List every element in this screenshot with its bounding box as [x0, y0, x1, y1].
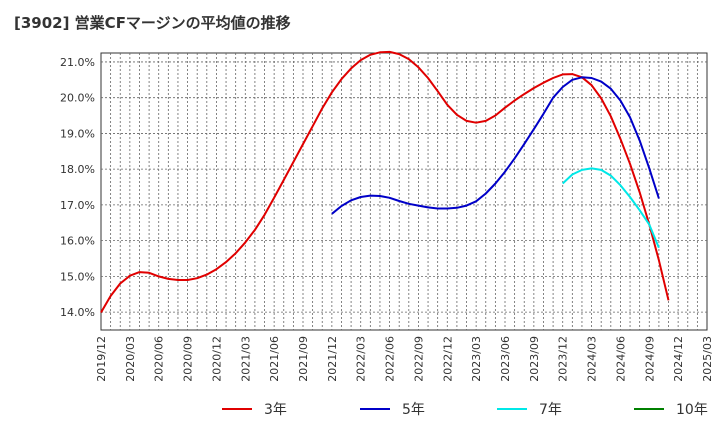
legend-label: 7年	[539, 402, 562, 418]
x-tick-label: 2020/12	[210, 336, 223, 382]
x-tick-label: 2022/06	[384, 336, 397, 382]
x-tick-label: 2025/03	[701, 336, 714, 382]
legend-label: 10年	[676, 402, 708, 418]
y-axis: 14.0% 15.0% 16.0% 17.0% 18.0% 19.0% 20.0% 21.0%	[60, 56, 95, 319]
x-tick-label: 2021/06	[268, 336, 281, 382]
x-tick-label: 2022/03	[355, 336, 368, 382]
x-tick-label: 2020/03	[124, 336, 137, 382]
x-tick-label: 2023/06	[499, 336, 512, 382]
y-tick-label: 15.0%	[60, 270, 95, 283]
grid	[101, 53, 707, 330]
x-tick-label: 2024/12	[672, 336, 685, 382]
series-line-0	[100, 50, 670, 314]
x-tick-label: 2020/09	[182, 336, 195, 382]
x-tick-label: 2021/12	[326, 336, 339, 382]
y-tick-label: 20.0%	[60, 92, 95, 105]
y-tick-label: 19.0%	[60, 127, 95, 140]
series-line-1	[331, 76, 660, 215]
x-tick-label: 2023/12	[557, 336, 570, 382]
y-tick-label: 17.0%	[60, 199, 95, 212]
x-tick-label: 2021/09	[297, 336, 310, 382]
x-tick-label: 2023/03	[470, 336, 483, 382]
y-tick-label: 16.0%	[60, 235, 95, 248]
x-tick-label: 2019/12	[95, 336, 108, 382]
x-tick-label: 2022/12	[441, 336, 454, 382]
x-tick-label: 2022/09	[412, 336, 425, 382]
y-tick-label: 18.0%	[60, 163, 95, 176]
x-tick-label: 2023/09	[528, 336, 541, 382]
series-lines	[100, 50, 670, 314]
legend-label: 3年	[264, 402, 287, 418]
plot-area	[100, 52, 708, 331]
chart-title: [3902] 営業CFマージンの平均値の推移	[14, 14, 291, 32]
x-tick-label: 2024/09	[643, 336, 656, 382]
x-tick-label: 2021/03	[239, 336, 252, 382]
y-tick-label: 14.0%	[60, 306, 95, 319]
x-tick-label: 2020/06	[153, 336, 166, 382]
x-axis: 2019/12 2020/03 2020/06 2020/09 2020/12 2021/…	[95, 336, 714, 382]
y-tick-label: 21.0%	[60, 56, 95, 69]
series-line-2	[562, 167, 660, 249]
legend: 3年 5年 7年 10年	[222, 402, 708, 418]
x-tick-label: 2024/06	[614, 336, 627, 382]
legend-label: 5年	[402, 402, 425, 418]
x-tick-label: 2024/03	[586, 336, 599, 382]
